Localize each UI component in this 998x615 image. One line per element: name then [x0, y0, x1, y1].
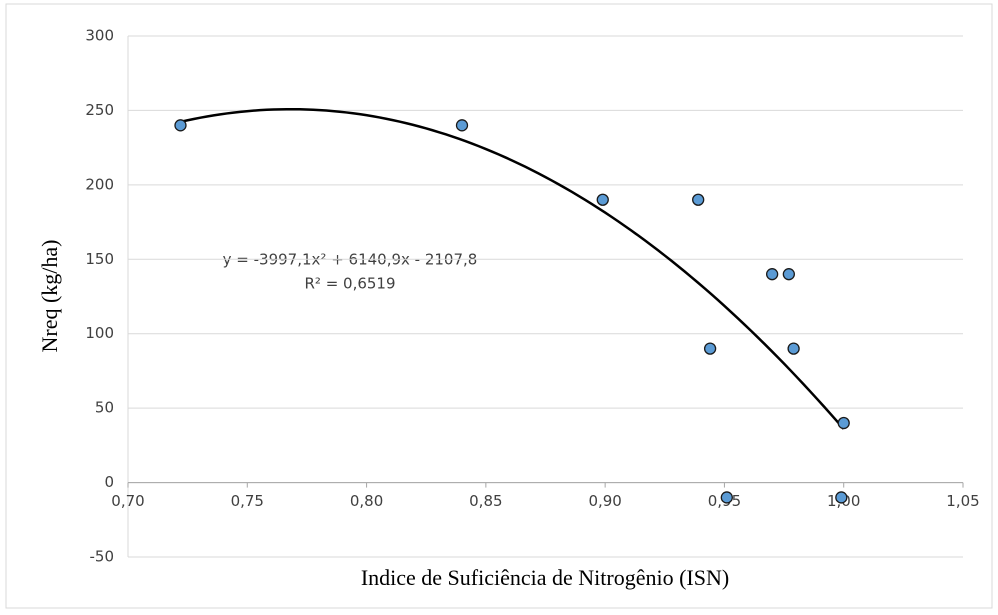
scatter-point [835, 491, 848, 504]
scatter-point [782, 268, 795, 281]
x-tick-label: 0,70 [111, 492, 144, 510]
x-tick-label: 1,05 [946, 492, 979, 510]
y-tick-label: 100 [85, 324, 114, 342]
y-tick-label: 0 [104, 473, 114, 491]
chart-frame [5, 3, 993, 609]
trendline [180, 107, 845, 430]
y-tick-label: 200 [85, 175, 114, 193]
x-tick-label: 0,80 [350, 492, 383, 510]
y-axis-title: Nreq (kg/ha) [37, 239, 62, 352]
x-axis-title: Indice de Suficiência de Nitrogênio (ISN… [361, 565, 729, 590]
trendline-r-squared: R² = 0,6519 [304, 275, 395, 293]
y-tick-label: 50 [95, 399, 114, 417]
scatter-point [692, 193, 705, 206]
y-tick-label: 150 [85, 250, 114, 268]
scatter-point [720, 491, 733, 504]
scatter-point [455, 119, 469, 132]
y-tick-label: 250 [85, 101, 114, 119]
scatter-point [596, 193, 609, 206]
x-tick-label: 0,75 [231, 492, 264, 510]
y-tick-label: 300 [85, 27, 114, 45]
scatter-point [765, 268, 779, 281]
scatter-point [837, 416, 850, 430]
scatter-point [174, 119, 187, 132]
scatter-point [703, 342, 717, 355]
scatter-point [787, 342, 800, 355]
x-tick-label: 0,90 [588, 492, 621, 510]
y-tick-label: -50 [90, 548, 115, 566]
x-tick-label: 0,85 [469, 492, 502, 510]
